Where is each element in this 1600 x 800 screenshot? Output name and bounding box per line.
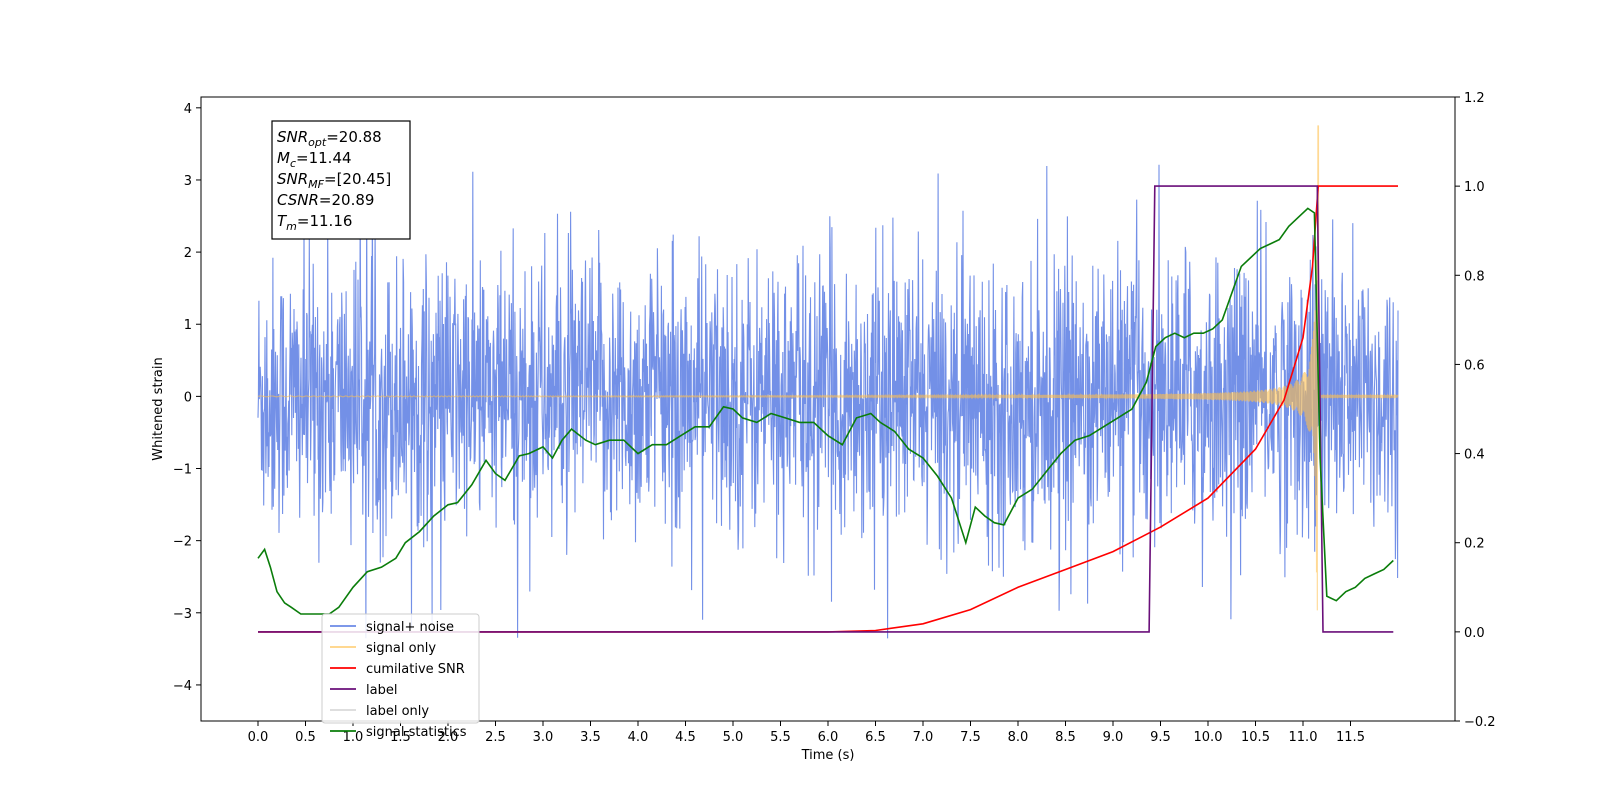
series-signal-noise-line <box>257 164 1399 639</box>
legend-label: signal only <box>366 641 436 656</box>
x-tick-label: 0.5 <box>295 730 316 745</box>
x-tick-label: 2.0 <box>438 730 459 745</box>
annotation-line: SNRopt=20.88 <box>277 128 382 149</box>
x-tick-label: 6.5 <box>865 730 886 745</box>
x-tick-label: 8.0 <box>1008 730 1029 745</box>
legend-label: label only <box>366 704 429 719</box>
legend-frame <box>321 613 480 724</box>
y2-tick-label: 1.2 <box>1464 91 1485 106</box>
x-tick-label: 11.5 <box>1336 730 1365 745</box>
y-tick-label: −4 <box>173 679 192 694</box>
y-tick-label: 3 <box>184 174 192 189</box>
y-tick-label: −2 <box>173 535 192 550</box>
axes-layer: 0.0 0.5 1.0 1.5 2.0 2.5 3.0 3.5 4.0 4.5 5.0 5.5 6.0 6… <box>173 91 1496 745</box>
y2-tick-label: 0.8 <box>1464 269 1485 284</box>
annotation-line: Mc=11.44 <box>277 149 352 170</box>
x-tick-label: 10.0 <box>1194 730 1223 745</box>
x-tick-label: 1.0 <box>343 730 364 745</box>
y-tick-label: 0 <box>184 390 192 405</box>
legend-label: cumilative SNR <box>366 662 465 677</box>
legend-label: label <box>366 683 397 698</box>
x-tick-label: 3.0 <box>533 730 554 745</box>
y2-tick-label: 0.2 <box>1464 537 1485 552</box>
series-signal-statistics-line <box>257 207 1394 615</box>
annotation-line: SNRMF=[20.45] <box>277 170 391 191</box>
x-tick-label: 0.0 <box>248 730 269 745</box>
x-tick-label: 7.0 <box>913 730 934 745</box>
y2-tick-label: −0.2 <box>1464 715 1496 730</box>
annotation-line: CSNR=20.89 <box>277 191 374 209</box>
x-tick-label: 5.5 <box>770 730 791 745</box>
y-tick-label: 2 <box>184 246 192 261</box>
x-tick-label: 7.5 <box>960 730 981 745</box>
y-tick-label: −1 <box>173 463 192 478</box>
x-tick-label: 10.5 <box>1241 730 1270 745</box>
y-tick-label: 1 <box>184 318 192 333</box>
x-axis-label: Time (s) <box>801 748 855 763</box>
x-tick-label: 1.5 <box>390 730 411 745</box>
y2-tick-label: 0.0 <box>1464 626 1485 641</box>
series-signal-only-line <box>257 125 1399 611</box>
x-tick-label: 5.0 <box>723 730 744 745</box>
annotation-box: SNRopt=20.88Mc=11.44SNRMF=[20.45]CSNR=20… <box>271 120 411 240</box>
legend-label: signal+ noise <box>366 620 454 635</box>
y2-tick-label: 0.4 <box>1464 448 1485 463</box>
y-tick-label: 4 <box>184 102 192 117</box>
y-axis-label: Whitened strain <box>151 357 166 460</box>
annotation-line: Tm=11.16 <box>277 212 352 233</box>
annotation-frame <box>271 120 411 240</box>
series-label-line <box>258 185 1394 633</box>
x-tick-label: 9.5 <box>1150 730 1171 745</box>
series-layer <box>257 125 1399 639</box>
x-tick-label: 2.5 <box>485 730 506 745</box>
x-tick-label: 6.0 <box>818 730 839 745</box>
x-tick-label: 4.0 <box>628 730 649 745</box>
x-tick-label: 11.0 <box>1289 730 1318 745</box>
legend: signal+ noise signal only cumilative SNR la… <box>321 613 480 740</box>
x-tick-label: 3.5 <box>580 730 601 745</box>
y2-tick-label: 0.6 <box>1464 358 1485 373</box>
x-tick-label: 8.5 <box>1055 730 1076 745</box>
x-tick-label: 4.5 <box>675 730 696 745</box>
x-tick-label: 9.0 <box>1103 730 1124 745</box>
legend-label: signal statistics <box>366 725 467 740</box>
y2-tick-label: 1.0 <box>1464 180 1485 195</box>
y-tick-label: −3 <box>173 607 192 622</box>
